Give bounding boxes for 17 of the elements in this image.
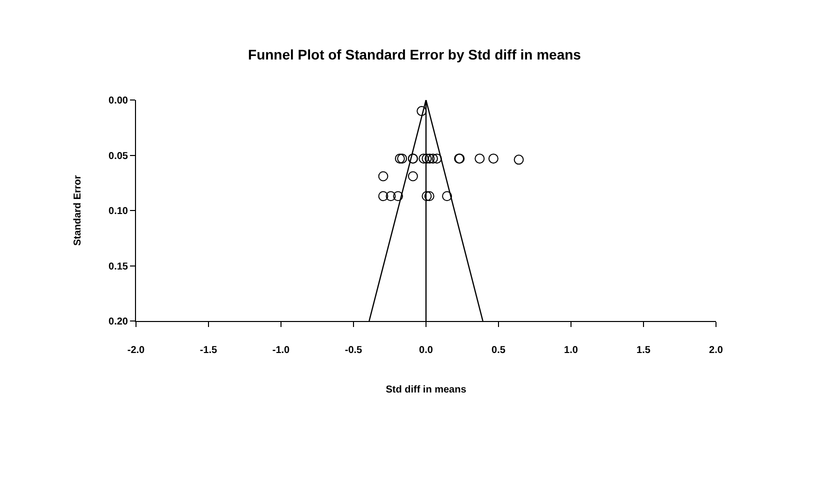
x-tick-label: 1.0 [564,345,578,356]
x-tick-label: -0.5 [344,345,363,356]
x-tick-label: -1.5 [200,345,218,356]
x-tick-label: 0.0 [419,345,434,356]
x-tick-label: 2.0 [709,345,724,356]
x-tick-label: 0.5 [492,345,506,356]
y-tick-label: 0.10 [108,206,128,217]
y-tick-label: 0.00 [108,96,128,106]
y-axis-title: Standard Error [72,175,84,246]
y-tick-label: 0.15 [108,261,128,272]
x-tick-label: -2.0 [127,345,146,356]
y-tick-label: 0.20 [108,316,128,328]
chart-title: Funnel Plot of Standard Error by Std diff in means [248,46,582,62]
x-tick-label: 1.5 [636,345,651,356]
x-axis-title: Std diff in means [386,384,467,396]
y-tick-label: 0.05 [108,150,128,162]
x-tick-label: -1.0 [272,345,290,356]
